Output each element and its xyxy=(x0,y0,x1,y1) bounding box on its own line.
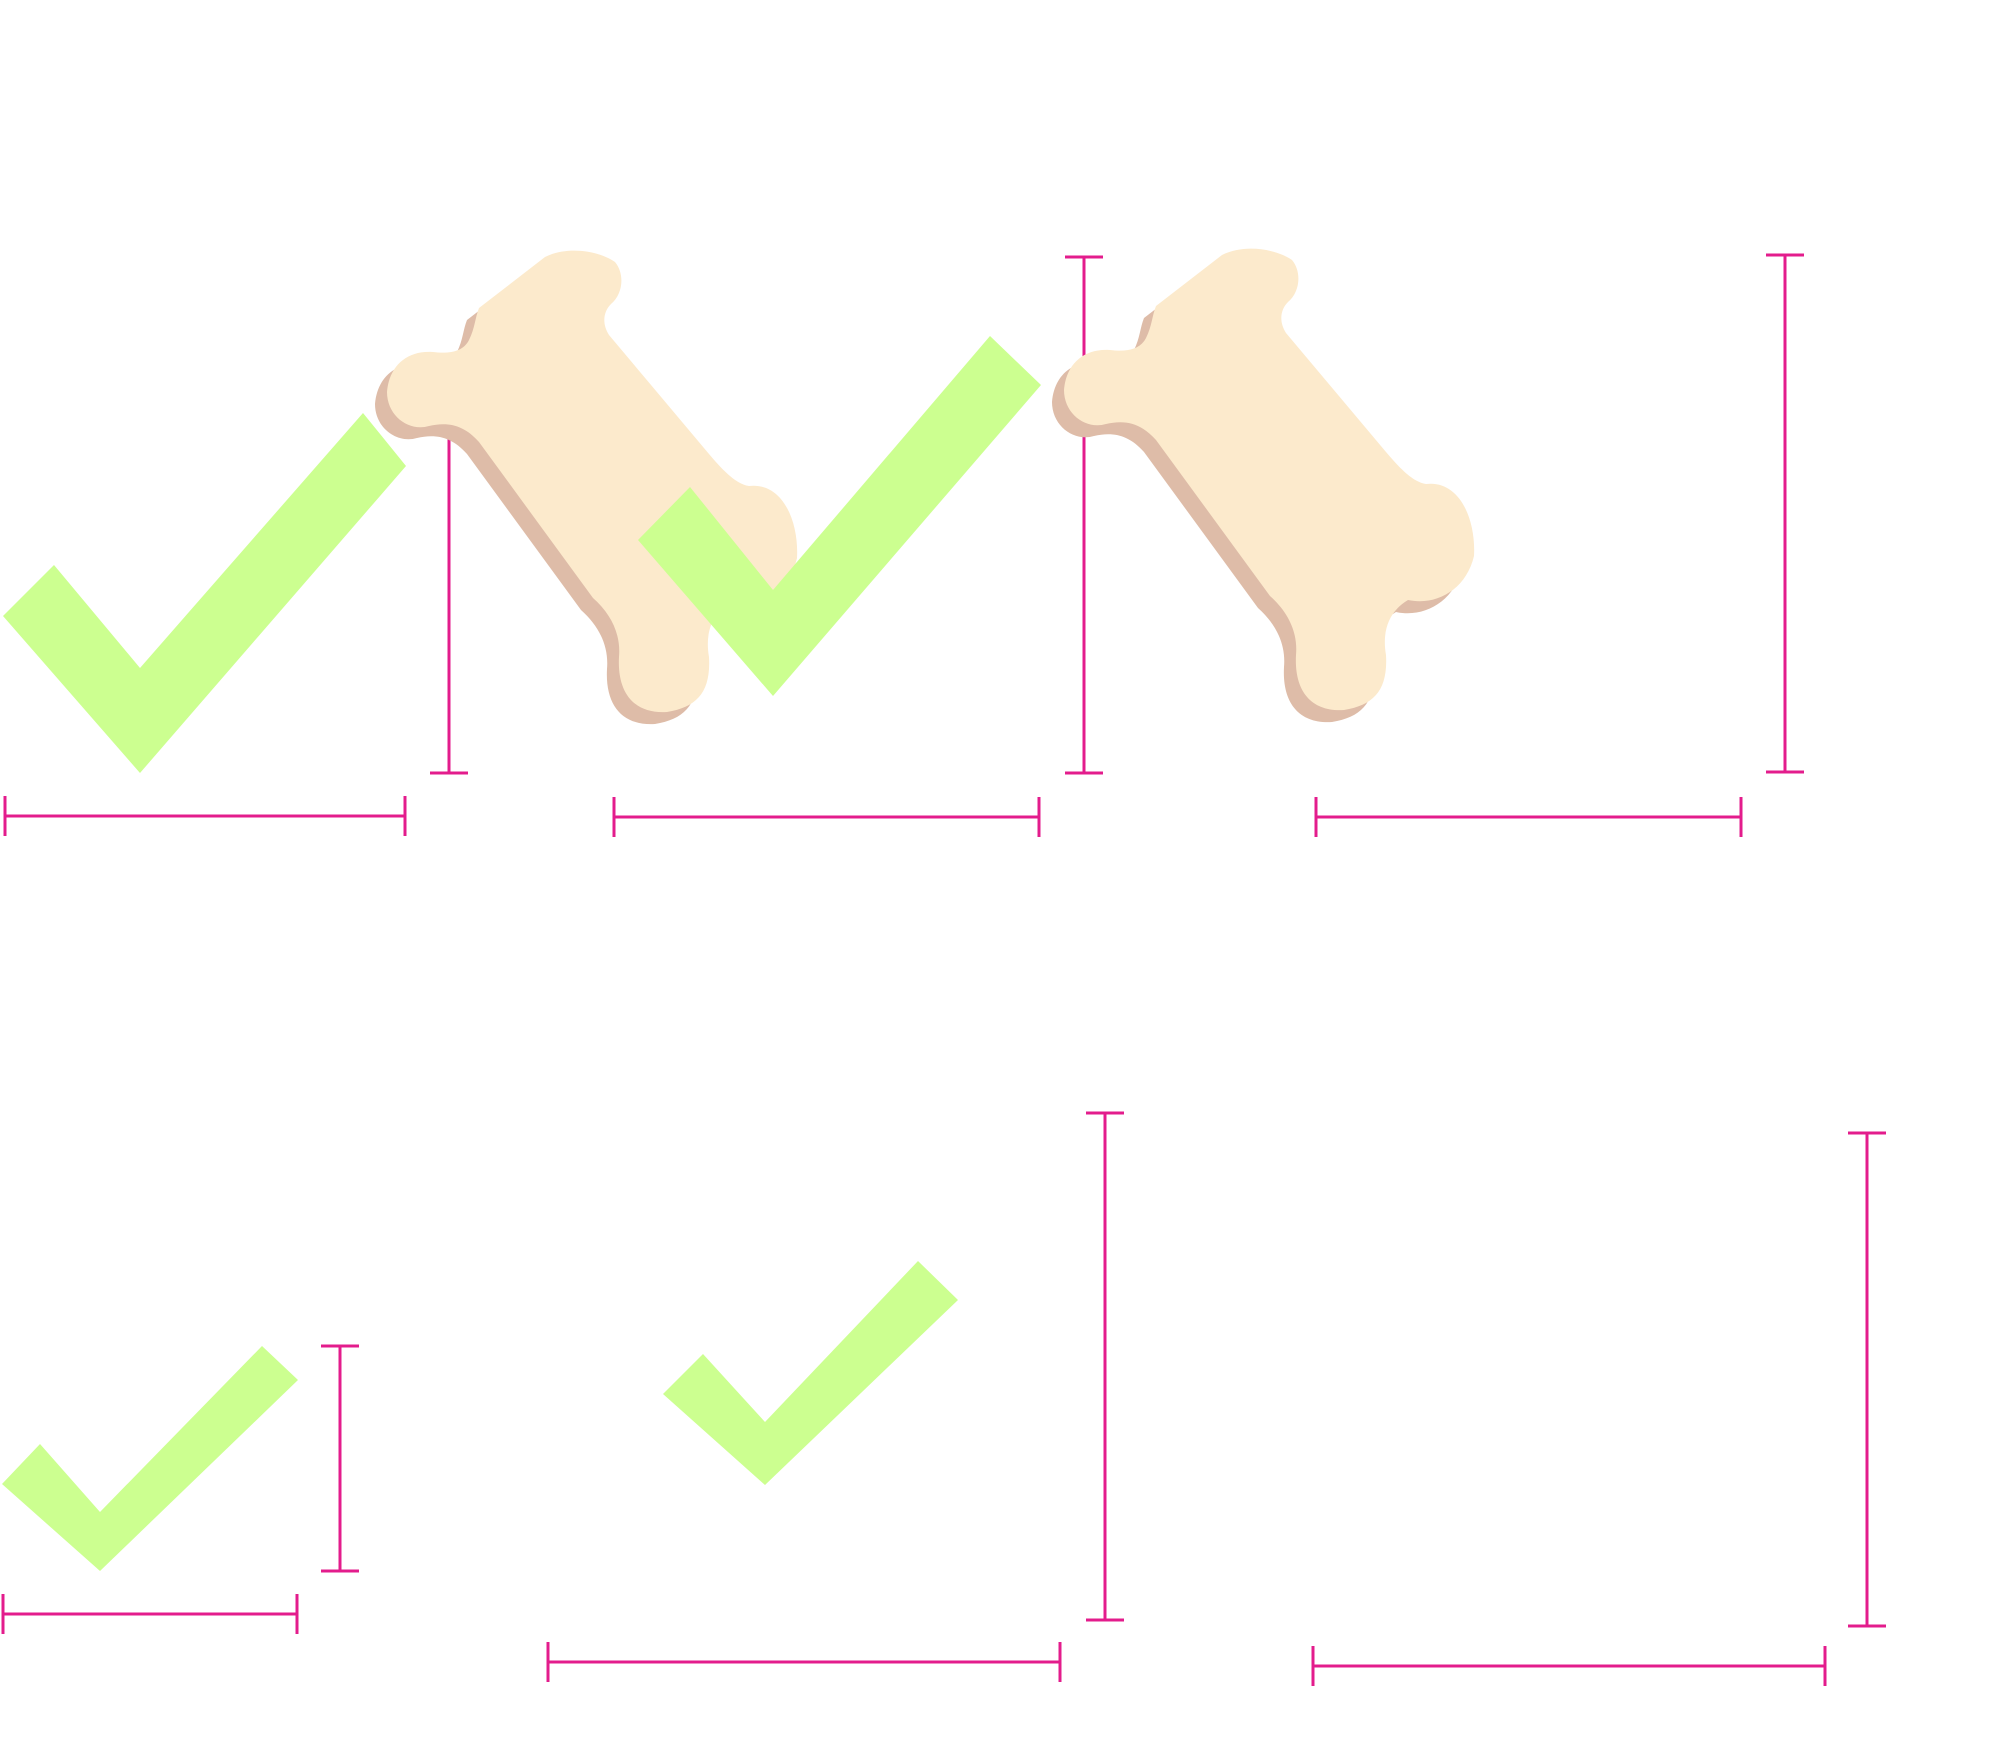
check-icon xyxy=(3,413,406,773)
badge-with-check-icon xyxy=(663,1261,958,1485)
check-icon xyxy=(2,1346,298,1571)
width-dimension xyxy=(612,797,1041,837)
height-dimension xyxy=(321,1344,359,1573)
width-dimension xyxy=(1,1594,299,1634)
height-dimension xyxy=(1086,1111,1124,1622)
bone-icon xyxy=(375,250,798,725)
width-dimension xyxy=(1314,797,1743,837)
height-dimension xyxy=(1065,255,1103,775)
width-dimension xyxy=(1311,1646,1827,1686)
check-icon xyxy=(663,1261,958,1485)
bone-with-check-icon xyxy=(375,250,1041,725)
height-dimension xyxy=(430,412,468,775)
width-dimension xyxy=(546,1642,1062,1682)
height-dimension xyxy=(1848,1131,1886,1628)
width-dimension xyxy=(3,796,407,836)
check-icon xyxy=(638,336,1041,696)
bone-icon xyxy=(1052,248,1475,723)
height-dimension xyxy=(1766,253,1804,774)
